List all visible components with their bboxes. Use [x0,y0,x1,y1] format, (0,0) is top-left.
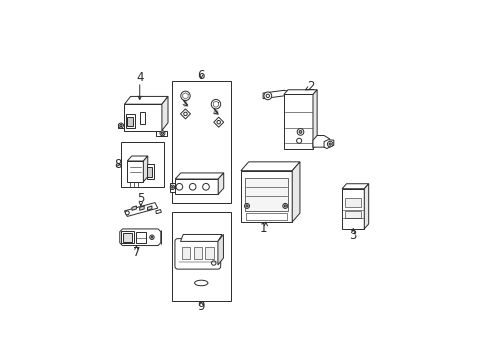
Bar [127,161,143,182]
Polygon shape [162,96,168,131]
Text: 2: 2 [306,80,314,93]
Bar [193,247,202,260]
Bar [342,189,364,229]
Polygon shape [156,210,161,214]
Text: 1: 1 [259,222,266,235]
Circle shape [183,112,187,116]
Polygon shape [284,90,317,94]
Circle shape [265,94,269,98]
Bar [171,81,231,203]
Bar [344,198,361,207]
Circle shape [264,92,271,100]
Bar [136,232,146,243]
Circle shape [171,186,173,188]
Circle shape [149,235,154,239]
Circle shape [202,184,209,190]
Polygon shape [324,140,333,149]
Polygon shape [180,109,190,119]
Bar [244,177,287,211]
Bar [140,112,145,123]
Polygon shape [312,135,329,147]
Text: 7: 7 [132,246,140,259]
Bar [121,231,134,243]
Bar [126,117,133,126]
Polygon shape [218,234,223,265]
Polygon shape [364,184,368,229]
Circle shape [176,184,183,190]
Bar [241,171,292,222]
Circle shape [189,184,196,190]
Bar [146,164,154,179]
Polygon shape [156,131,167,135]
Polygon shape [342,184,368,189]
Polygon shape [180,234,222,242]
Circle shape [328,143,330,145]
Bar [205,247,213,260]
Circle shape [170,185,174,190]
Bar [124,104,162,131]
Polygon shape [143,156,147,182]
Polygon shape [132,206,136,210]
Polygon shape [124,203,158,216]
Bar [344,211,361,218]
Circle shape [125,211,129,215]
Circle shape [327,141,332,147]
Circle shape [151,237,152,238]
Circle shape [181,91,190,100]
Polygon shape [120,229,161,246]
Polygon shape [312,90,317,149]
Bar [125,114,135,128]
Circle shape [161,132,163,134]
Circle shape [211,99,220,109]
Ellipse shape [194,280,207,286]
Bar [122,233,132,242]
Polygon shape [117,123,124,128]
Circle shape [120,125,122,127]
Bar [182,247,190,260]
Polygon shape [140,206,144,210]
Circle shape [160,131,164,136]
Circle shape [282,203,287,208]
Bar [171,212,231,301]
Text: 8: 8 [114,158,122,171]
Polygon shape [213,117,224,127]
Circle shape [244,203,249,208]
Polygon shape [124,96,168,104]
Polygon shape [127,156,147,161]
Bar [246,213,286,220]
Circle shape [299,131,301,133]
Polygon shape [170,183,175,192]
Circle shape [245,205,247,207]
Circle shape [296,138,301,143]
Text: 5: 5 [137,192,144,205]
Bar [121,141,164,187]
Polygon shape [147,206,152,210]
Bar [175,179,218,194]
Circle shape [118,123,123,128]
Bar [284,94,312,149]
Circle shape [211,261,216,265]
Polygon shape [241,162,299,171]
Text: 6: 6 [197,68,204,82]
Circle shape [297,129,303,135]
Bar [147,167,152,177]
Circle shape [217,121,220,124]
Polygon shape [263,90,292,99]
FancyBboxPatch shape [175,239,220,269]
Text: 4: 4 [136,71,143,84]
Text: 9: 9 [197,300,204,313]
Polygon shape [218,173,224,194]
Polygon shape [292,162,299,222]
Polygon shape [175,173,224,179]
Text: 3: 3 [349,229,356,242]
Circle shape [284,205,286,207]
